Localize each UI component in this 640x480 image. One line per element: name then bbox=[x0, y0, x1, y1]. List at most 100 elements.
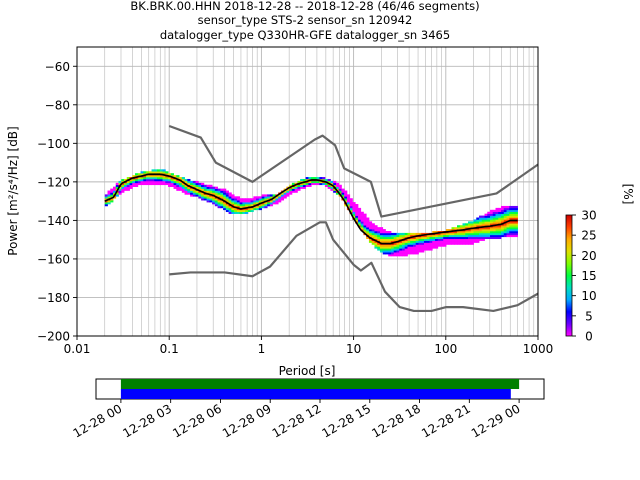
heatmap-cell bbox=[217, 194, 221, 197]
heatmap-cell bbox=[104, 194, 108, 197]
heatmap-cell bbox=[264, 202, 268, 205]
heatmap-cell bbox=[457, 236, 461, 240]
heatmap-cell bbox=[170, 173, 174, 176]
heatmap-cell bbox=[170, 184, 174, 187]
heatmap-cell bbox=[242, 209, 246, 213]
heatmap-cell bbox=[374, 229, 378, 232]
heatmap-cell bbox=[192, 192, 196, 195]
heatmap-cell bbox=[214, 200, 218, 203]
heatmap-cell bbox=[418, 250, 422, 253]
heatmap-cell bbox=[371, 231, 375, 234]
heatmap-cell bbox=[187, 178, 191, 182]
heatmap-cell bbox=[239, 205, 243, 209]
heatmap-cell bbox=[399, 240, 403, 243]
heatmap-cell bbox=[355, 211, 359, 214]
heatmap-cell bbox=[214, 188, 218, 191]
heatmap-cell bbox=[426, 234, 430, 238]
heatmap-cell bbox=[448, 242, 452, 245]
heatmap-cell bbox=[396, 252, 400, 255]
heatmap-cell bbox=[124, 182, 128, 186]
heatmap-cell bbox=[454, 231, 458, 234]
heatmap-cell bbox=[385, 244, 389, 247]
heatmap-cell bbox=[468, 238, 472, 241]
heatmap-cell bbox=[135, 175, 139, 178]
heatmap-cell bbox=[225, 190, 229, 193]
heatmap-cell bbox=[228, 196, 232, 199]
heatmap-cell bbox=[190, 194, 194, 197]
heatmap-cell bbox=[470, 242, 474, 245]
heatmap-cell bbox=[418, 242, 422, 245]
heatmap-cell bbox=[190, 184, 194, 187]
heatmap-cell bbox=[209, 196, 213, 199]
heatmap-cell bbox=[297, 186, 301, 189]
heatmap-cell bbox=[258, 200, 263, 203]
heatmap-cell bbox=[151, 169, 155, 172]
heatmap-cell bbox=[501, 234, 505, 238]
heatmap-cell bbox=[415, 250, 419, 253]
heatmap-cell bbox=[368, 232, 373, 236]
heatmap-cell bbox=[291, 188, 296, 191]
heatmap-cell bbox=[333, 180, 337, 184]
heatmap-cell bbox=[512, 234, 516, 238]
heatmap-cell bbox=[495, 215, 499, 218]
heatmap-cell bbox=[462, 238, 466, 241]
heatmap-cell bbox=[503, 219, 507, 222]
heatmap-cell bbox=[360, 213, 364, 216]
heatmap-cell bbox=[443, 238, 447, 241]
heatmap-cell bbox=[481, 221, 485, 224]
heatmap-cell bbox=[407, 232, 411, 236]
heatmap-cell bbox=[498, 213, 502, 216]
heatmap-cell bbox=[322, 177, 326, 180]
heatmap-cell bbox=[495, 231, 499, 234]
heatmap-cell bbox=[448, 240, 452, 243]
heatmap-cell bbox=[357, 223, 362, 226]
colorbar-label: [%] bbox=[621, 184, 635, 205]
heatmap-cell bbox=[470, 221, 474, 224]
heatmap-cell bbox=[490, 221, 494, 224]
heatmap-cell bbox=[256, 198, 260, 201]
heatmap-cell bbox=[247, 209, 252, 213]
heatmap-cell bbox=[184, 180, 188, 184]
heatmap-cell bbox=[308, 180, 312, 184]
heatmap-cell bbox=[374, 240, 378, 243]
heatmap-cell bbox=[113, 188, 117, 191]
heatmap-cell bbox=[379, 250, 384, 253]
heatmap-cell bbox=[258, 207, 263, 211]
heatmap-cell bbox=[415, 240, 419, 243]
heatmap-cell bbox=[126, 177, 130, 180]
heatmap-cell bbox=[468, 232, 472, 236]
heatmap-cell bbox=[423, 244, 428, 247]
heatmap-cell bbox=[264, 198, 268, 201]
heatmap-cell bbox=[110, 190, 114, 193]
y-axis-ticks: −200 −180 −160 −140 −120 −100 −80 −60 bbox=[37, 60, 77, 344]
heatmap-cell bbox=[509, 217, 513, 220]
heatmap-cell bbox=[302, 184, 307, 187]
heatmap-cell bbox=[148, 178, 152, 182]
heatmap-cell bbox=[501, 205, 505, 209]
heatmap-cell bbox=[184, 190, 188, 193]
heatmap-cell bbox=[390, 250, 395, 253]
heatmap-cell bbox=[280, 196, 285, 199]
heatmap-cell bbox=[220, 202, 224, 205]
heatmap-cell bbox=[448, 234, 452, 238]
heatmap-cell bbox=[140, 178, 144, 182]
heatmap-cell bbox=[407, 234, 411, 238]
heatmap-cell bbox=[250, 207, 254, 211]
heatmap-cell bbox=[110, 188, 114, 191]
heatmap-cell bbox=[239, 211, 243, 214]
heatmap-cell bbox=[492, 211, 496, 214]
heatmap-cell bbox=[393, 254, 397, 257]
heatmap-cell bbox=[501, 213, 505, 216]
heatmap-cell bbox=[234, 202, 238, 205]
heatmap-cell bbox=[327, 186, 331, 189]
heatmap-cell bbox=[429, 246, 433, 249]
heatmap-cell bbox=[379, 238, 384, 241]
heatmap-cell bbox=[368, 229, 373, 232]
heatmap-cell bbox=[407, 240, 411, 243]
heatmap-cell bbox=[487, 221, 491, 224]
heatmap-cell bbox=[465, 238, 469, 241]
heatmap-cell bbox=[170, 182, 174, 186]
heatmap-cell bbox=[421, 238, 425, 241]
heatmap-cell bbox=[151, 178, 155, 182]
heatmap-cell bbox=[498, 211, 502, 214]
